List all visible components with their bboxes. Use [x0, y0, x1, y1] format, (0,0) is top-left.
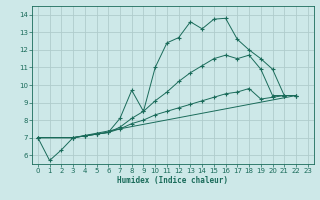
X-axis label: Humidex (Indice chaleur): Humidex (Indice chaleur): [117, 176, 228, 185]
